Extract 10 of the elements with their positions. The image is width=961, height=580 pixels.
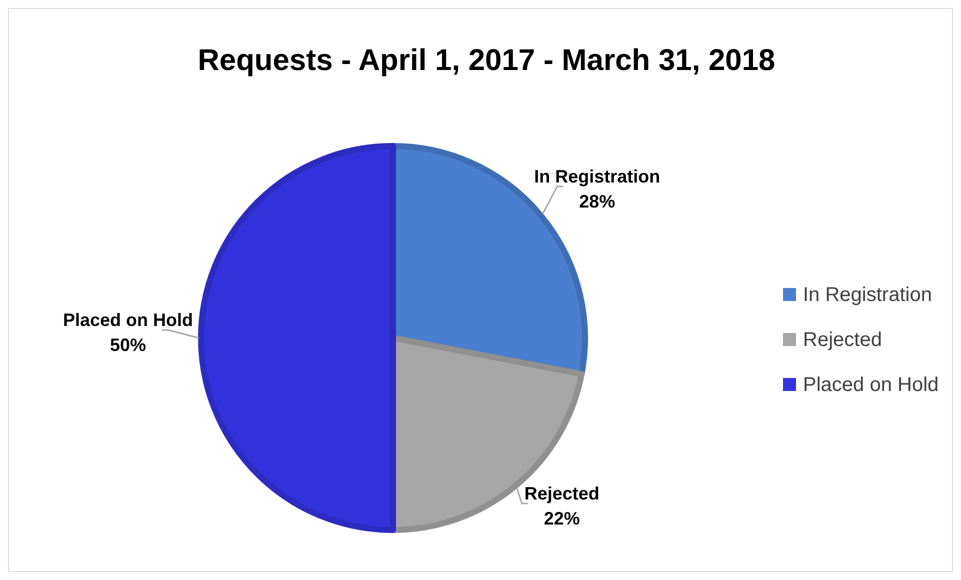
slice-label: Placed on Hold xyxy=(63,310,194,330)
legend-label: Placed on Hold xyxy=(803,374,939,396)
data-label: 22% xyxy=(544,508,580,529)
legend-label: In Registration xyxy=(803,284,932,306)
data-label: 50% xyxy=(110,335,146,355)
chart-title: Requests - April 1, 2017 - March 31, 2018 xyxy=(198,44,776,77)
slice-label: Rejected xyxy=(524,484,600,504)
slice-label: In Registration xyxy=(534,166,660,186)
data-label: 28% xyxy=(579,191,616,212)
legend-label: Rejected xyxy=(803,329,882,351)
